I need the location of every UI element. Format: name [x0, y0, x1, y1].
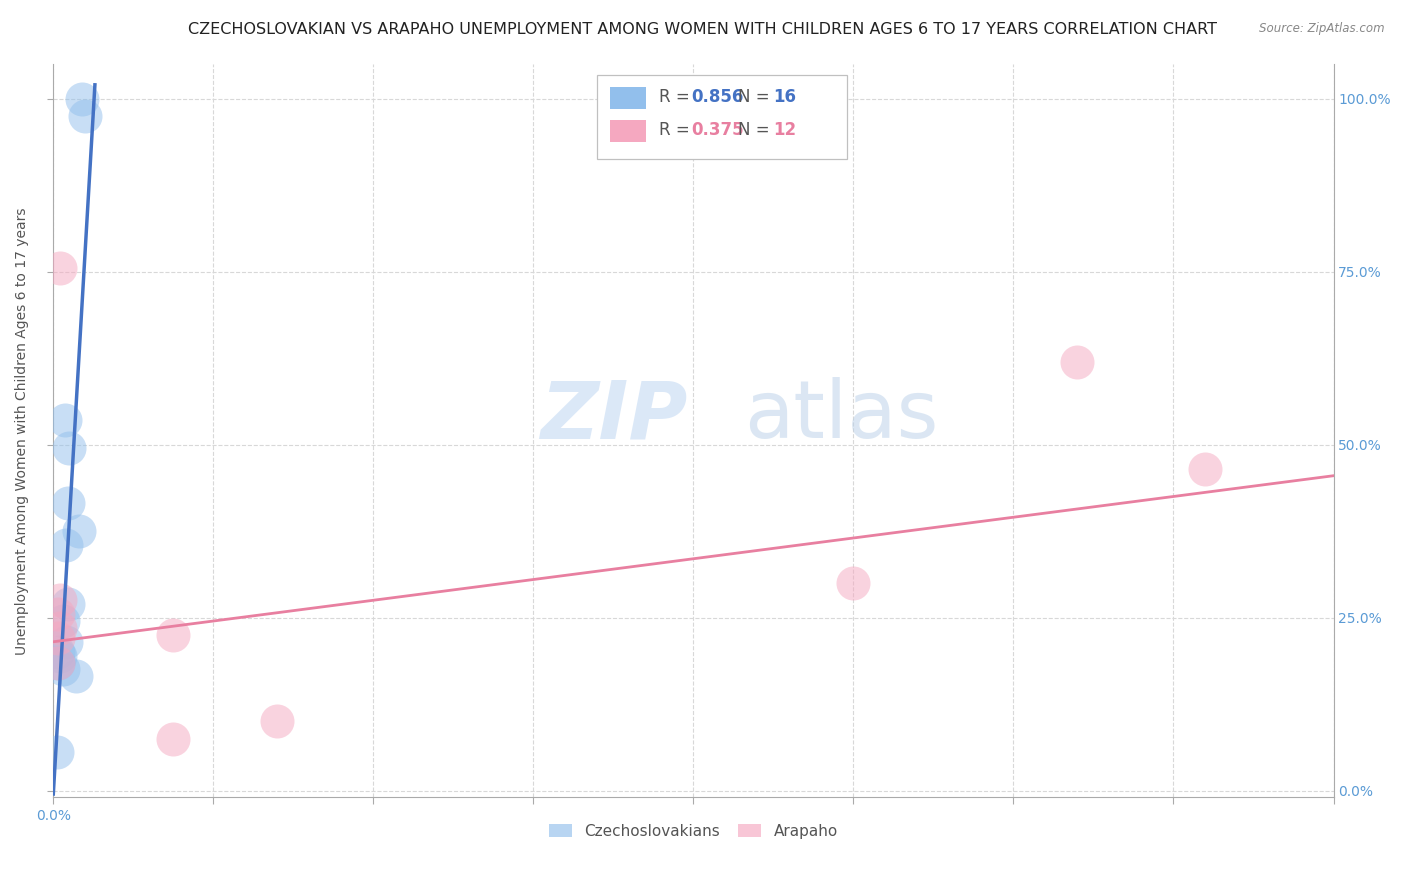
Point — [266, 714, 288, 729]
Point — [75, 109, 97, 123]
Text: R =: R = — [659, 121, 695, 139]
Point — [55, 538, 77, 552]
Point — [162, 628, 184, 642]
Point — [48, 621, 70, 635]
Text: 12: 12 — [773, 121, 796, 139]
Point — [56, 496, 79, 510]
Point — [48, 648, 70, 663]
Point — [55, 634, 77, 648]
Point — [70, 92, 93, 106]
Text: Source: ZipAtlas.com: Source: ZipAtlas.com — [1260, 22, 1385, 36]
Point — [46, 607, 69, 621]
FancyBboxPatch shape — [610, 120, 645, 142]
Legend: Czechoslovakians, Arapaho: Czechoslovakians, Arapaho — [543, 818, 844, 845]
Text: 0.375: 0.375 — [690, 121, 744, 139]
Point — [52, 663, 75, 677]
Point — [45, 746, 67, 760]
Text: 16: 16 — [773, 88, 796, 106]
Point — [46, 645, 69, 659]
Point — [162, 731, 184, 746]
Point — [1066, 354, 1088, 368]
Point — [53, 413, 76, 427]
Text: atlas: atlas — [745, 377, 939, 455]
Point — [52, 614, 75, 628]
Point — [56, 597, 79, 611]
Text: 0.856: 0.856 — [690, 88, 744, 106]
Point — [1194, 462, 1216, 476]
Text: CZECHOSLOVAKIAN VS ARAPAHO UNEMPLOYMENT AMONG WOMEN WITH CHILDREN AGES 6 TO 17 Y: CZECHOSLOVAKIAN VS ARAPAHO UNEMPLOYMENT … — [188, 22, 1218, 37]
Point — [65, 669, 87, 683]
Point — [67, 524, 90, 538]
Text: R =: R = — [659, 88, 695, 106]
Point — [58, 441, 80, 455]
Y-axis label: Unemployment Among Women with Children Ages 6 to 17 years: Unemployment Among Women with Children A… — [15, 207, 30, 655]
Point — [842, 576, 865, 591]
FancyBboxPatch shape — [598, 75, 846, 160]
Point — [48, 261, 70, 276]
Point — [48, 593, 70, 607]
Text: ZIP: ZIP — [540, 377, 688, 455]
Point — [46, 656, 69, 670]
Text: N =: N = — [738, 121, 775, 139]
Point — [46, 656, 69, 670]
FancyBboxPatch shape — [610, 87, 645, 109]
Text: N =: N = — [738, 88, 775, 106]
Point — [46, 632, 69, 646]
